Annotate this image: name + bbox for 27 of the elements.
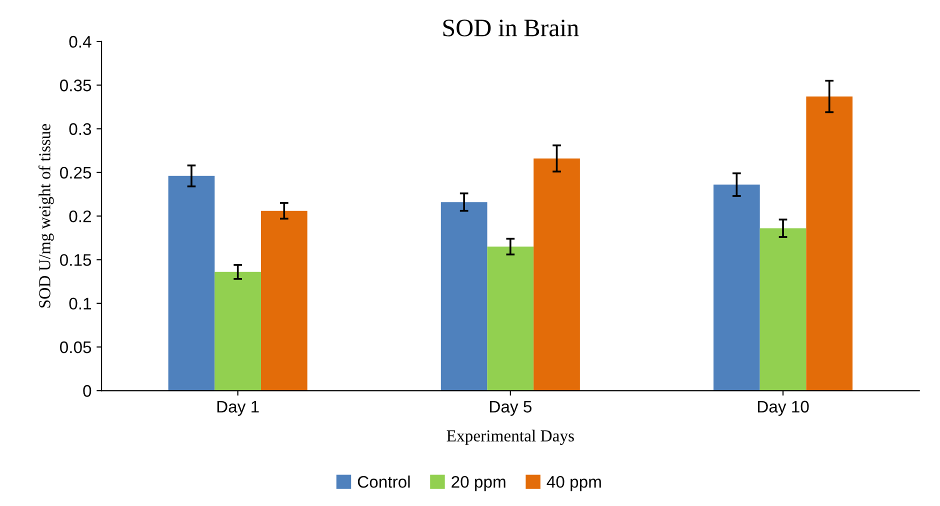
bar (714, 184, 760, 391)
x-tick-label: Day 5 (490, 400, 532, 416)
y-tick-label: 0.35 (60, 80, 92, 92)
bar (260, 210, 308, 391)
legend-label: 20 ppm (452, 476, 506, 492)
bar (168, 176, 215, 391)
x-axis-title: Experimental Days (446, 430, 574, 445)
y-tick-label: 0.4 (69, 36, 92, 48)
y-tick-label: 0.2 (69, 210, 91, 222)
bar (214, 272, 261, 391)
bar (534, 158, 580, 391)
legend-label: Control (358, 476, 410, 488)
y-axis-title: SOD U/mg weight of tissue (38, 124, 54, 308)
y-tick-label: 0.05 (60, 341, 92, 354)
y-tick-label: 0.1 (69, 298, 91, 310)
chart-title: SOD in Brain (443, 20, 579, 36)
y-tick-label: 0 (83, 385, 92, 397)
x-tick-label: Day 10 (758, 400, 809, 416)
y-tick-label: 0.15 (60, 254, 92, 266)
bar (806, 96, 853, 391)
bar (487, 246, 534, 391)
legend-label: 40 ppm (546, 476, 601, 492)
x-tick-label: Day 1 (217, 400, 259, 416)
y-tick-label: 0.3 (69, 123, 92, 135)
bar (760, 228, 806, 391)
y-tick-label: 0.25 (60, 166, 92, 179)
bar (440, 202, 488, 391)
